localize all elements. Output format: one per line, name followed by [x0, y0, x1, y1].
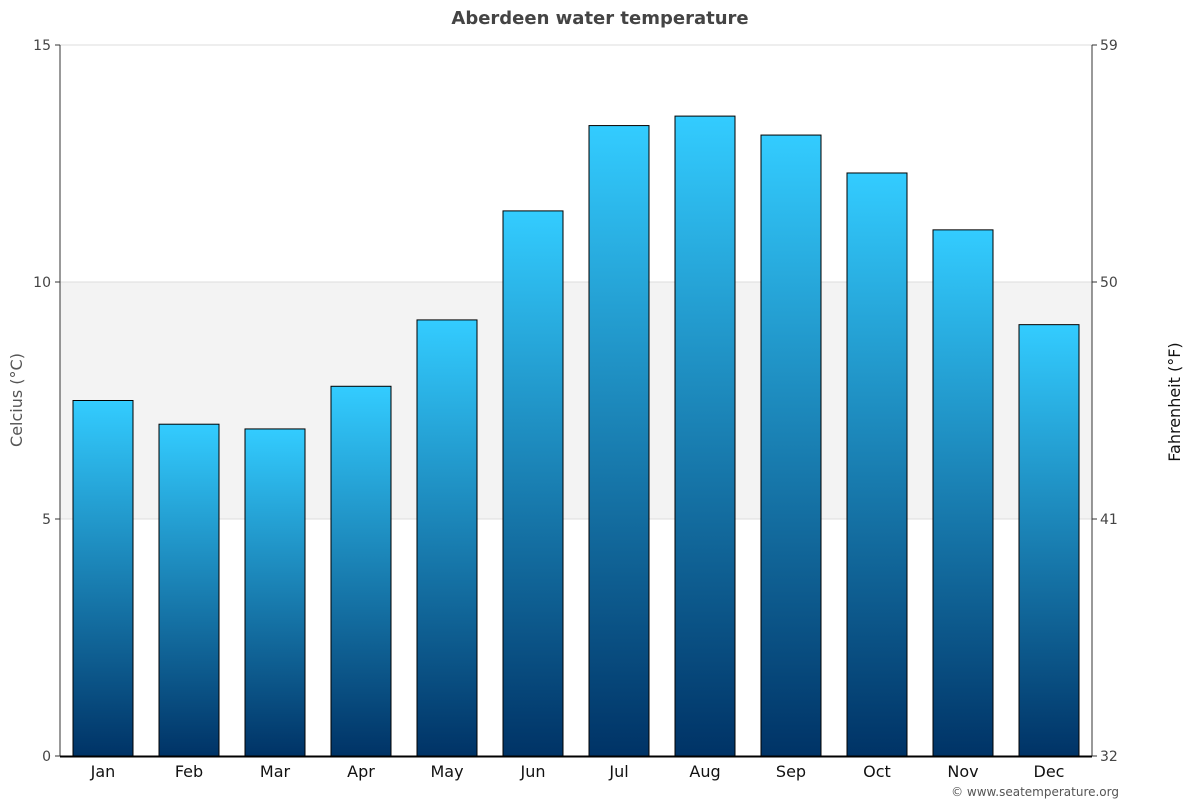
bar-jun[interactable]: [502, 210, 564, 757]
x-tick-label: Aug: [689, 762, 720, 781]
x-tick-label: Jul: [608, 762, 628, 781]
y-axis-label-left: Celcius (°C): [7, 353, 26, 447]
x-tick-label: Nov: [947, 762, 978, 781]
y-tick-label: 10: [33, 275, 51, 291]
y-tick-label: 0: [42, 749, 51, 765]
bar-oct[interactable]: [846, 172, 908, 757]
x-tick-label: Apr: [347, 762, 375, 781]
x-tick-label: Jan: [90, 762, 116, 781]
y-axis-label-right: Fahrenheit (°F): [1165, 342, 1184, 461]
y-tick-label-right: 50: [1100, 275, 1118, 291]
y-tick-label-right: 41: [1100, 512, 1118, 528]
x-tick-label: Dec: [1034, 762, 1065, 781]
bar-nov[interactable]: [932, 229, 994, 757]
x-tick-label: Feb: [175, 762, 203, 781]
y-tick-label-right: 32: [1100, 749, 1118, 765]
x-tick-label: May: [430, 762, 463, 781]
bar-mar[interactable]: [244, 428, 306, 757]
bar-feb[interactable]: [158, 423, 220, 757]
x-tick-label: Sep: [776, 762, 806, 781]
y-tick-label: 15: [33, 38, 51, 54]
bar-apr[interactable]: [330, 385, 392, 757]
bar-jan[interactable]: [72, 400, 134, 757]
bar-may[interactable]: [416, 319, 478, 757]
y-tick-label-right: 59: [1100, 38, 1118, 54]
x-tick-label: Mar: [260, 762, 291, 781]
bar-jul[interactable]: [588, 125, 650, 757]
y-tick-label: 5: [42, 512, 51, 528]
credit[interactable]: © www.seatemperature.org: [951, 785, 1119, 799]
x-tick-label: Oct: [863, 762, 891, 781]
bar-dec[interactable]: [1018, 324, 1080, 757]
chart-title: Aberdeen water temperature: [451, 8, 748, 29]
bar-aug[interactable]: [674, 115, 736, 757]
x-tick-label: Jun: [520, 762, 546, 781]
shaded-band: [60, 282, 1092, 519]
bar-sep[interactable]: [760, 134, 822, 757]
